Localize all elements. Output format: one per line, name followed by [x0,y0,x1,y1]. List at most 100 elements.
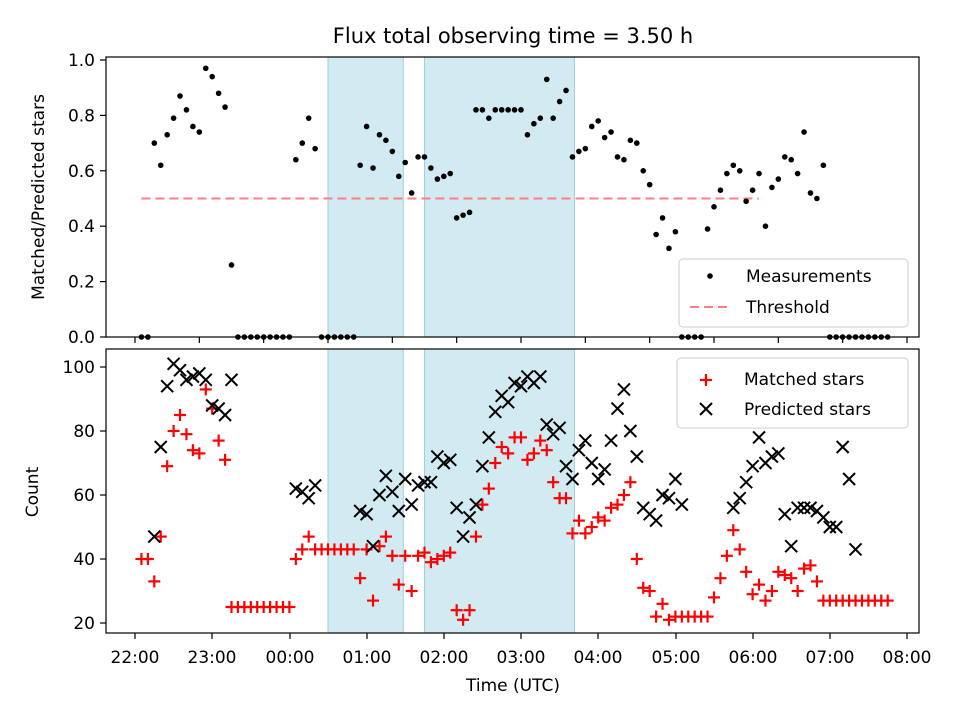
measurement-point-27 [312,145,318,152]
top-legend: Measurements Threshold [678,258,909,328]
chart-title: Flux total observing time = 3.50 h [333,24,693,48]
measurement-point-99 [775,176,782,182]
top-y-axis-label: Matched/Predicted stars [29,94,49,300]
predicted-point-41 [507,376,522,390]
predicted-point-27 [417,475,432,489]
bottom-y-tick-label-4: 100 [63,358,95,378]
predicted-point-45 [533,369,548,384]
measurement-point-58 [511,107,518,113]
matched-point-7 [180,428,193,441]
predicted-point-67 [675,497,689,512]
predicted-point-4 [173,363,187,377]
matched-point-91 [720,549,733,562]
measurement-point-59 [518,107,524,113]
matched-point-48 [444,546,457,559]
matched-point-25 [296,543,309,556]
predicted-point-59 [623,424,638,438]
measurement-point-34 [357,162,363,169]
predicted-point-34 [462,510,477,525]
predicted-point-26 [411,478,425,493]
matched-point-23 [283,601,296,613]
predicted-point-84 [829,520,843,534]
matched-point-2 [148,575,161,588]
top-y-tick-label-1: 0.2 [68,273,95,293]
matched-point-102 [791,585,804,597]
legend-marker-matched [700,374,712,386]
top-shaded-intervals [327,56,575,338]
predicted-point-6 [186,369,200,384]
matched-point-88 [701,610,714,623]
measurement-point-10 [202,65,209,72]
measurement-point-24 [293,156,299,163]
measurement-point-5 [170,115,177,121]
measurement-point-68 [576,148,582,155]
measurement-point-57 [505,107,511,113]
top-legend-box [678,258,909,328]
measurement-point-104 [807,190,814,196]
legend-marker-predicted [699,402,713,416]
predicted-star-points [147,357,863,557]
x-axis-label: Time (UTC) [465,676,560,696]
predicted-point-77 [784,539,798,553]
measurement-point-96 [756,170,762,177]
predicted-point-5 [179,373,194,387]
predicted-point-52 [578,433,593,448]
predicted-point-8 [199,373,213,387]
matched-point-33 [347,543,360,556]
matched-point-36 [367,594,380,607]
matched-point-81 [656,597,669,610]
predicted-point-49 [559,459,573,473]
measurement-point-44 [421,154,428,160]
predicted-point-2 [160,379,174,393]
matched-point-74 [611,498,624,511]
matched-point-1 [141,553,154,565]
measurement-point-69 [582,145,589,152]
matched-point-34 [354,572,367,585]
matched-point-49 [450,604,463,617]
measurement-point-106 [820,162,827,169]
matched-point-92 [727,524,740,537]
measurement-point-91 [724,170,730,177]
bottom-x-tick-label-4: 02:00 [420,648,469,668]
bottom-legend-box [676,357,909,429]
matched-point-68 [572,514,585,527]
predicted-point-53 [585,456,599,470]
predicted-point-11 [218,408,232,422]
predicted-point-19 [366,539,380,553]
matched-point-46 [431,553,444,565]
measurement-point-77 [634,140,640,146]
predicted-point-54 [591,472,605,486]
bottom-panel: 20 40 60 80 100 22:00 23:00 00:00 01:00 02:00 03:… [23,348,932,696]
measurement-point-40 [395,173,402,180]
matched-point-66 [560,492,573,505]
legend-label-measurements: Measurements [746,267,872,287]
measurement-point-71 [595,118,601,124]
matched-point-76 [624,476,637,489]
matched-point-101 [785,572,798,585]
predicted-point-65 [662,491,676,505]
matched-point-53 [476,498,489,511]
predicted-point-40 [501,395,515,409]
predicted-point-24 [398,472,412,486]
predicted-point-32 [449,501,464,515]
predicted-point-9 [205,398,219,413]
measurement-point-101 [788,156,794,163]
measurement-point-94 [743,198,749,205]
predicted-point-75 [771,446,786,461]
legend-marker-measurements [707,273,713,279]
top-y-tick-label-2: 0.4 [68,217,95,237]
measurement-point-92 [730,162,737,169]
predicted-point-50 [565,472,580,486]
predicted-point-69 [733,491,747,505]
legend-label-predicted: Predicted stars [744,400,871,420]
predicted-point-25 [404,497,419,512]
bottom-x-tick-label-5: 03:00 [497,648,546,668]
predicted-point-33 [456,529,470,544]
measurement-point-48 [447,170,454,177]
predicted-point-79 [797,501,811,515]
matched-point-100 [778,569,791,581]
bottom-shaded-interval-1 [424,348,575,634]
measurement-point-98 [769,184,775,191]
matched-point-95 [746,588,759,601]
matched-point-70 [585,521,598,533]
